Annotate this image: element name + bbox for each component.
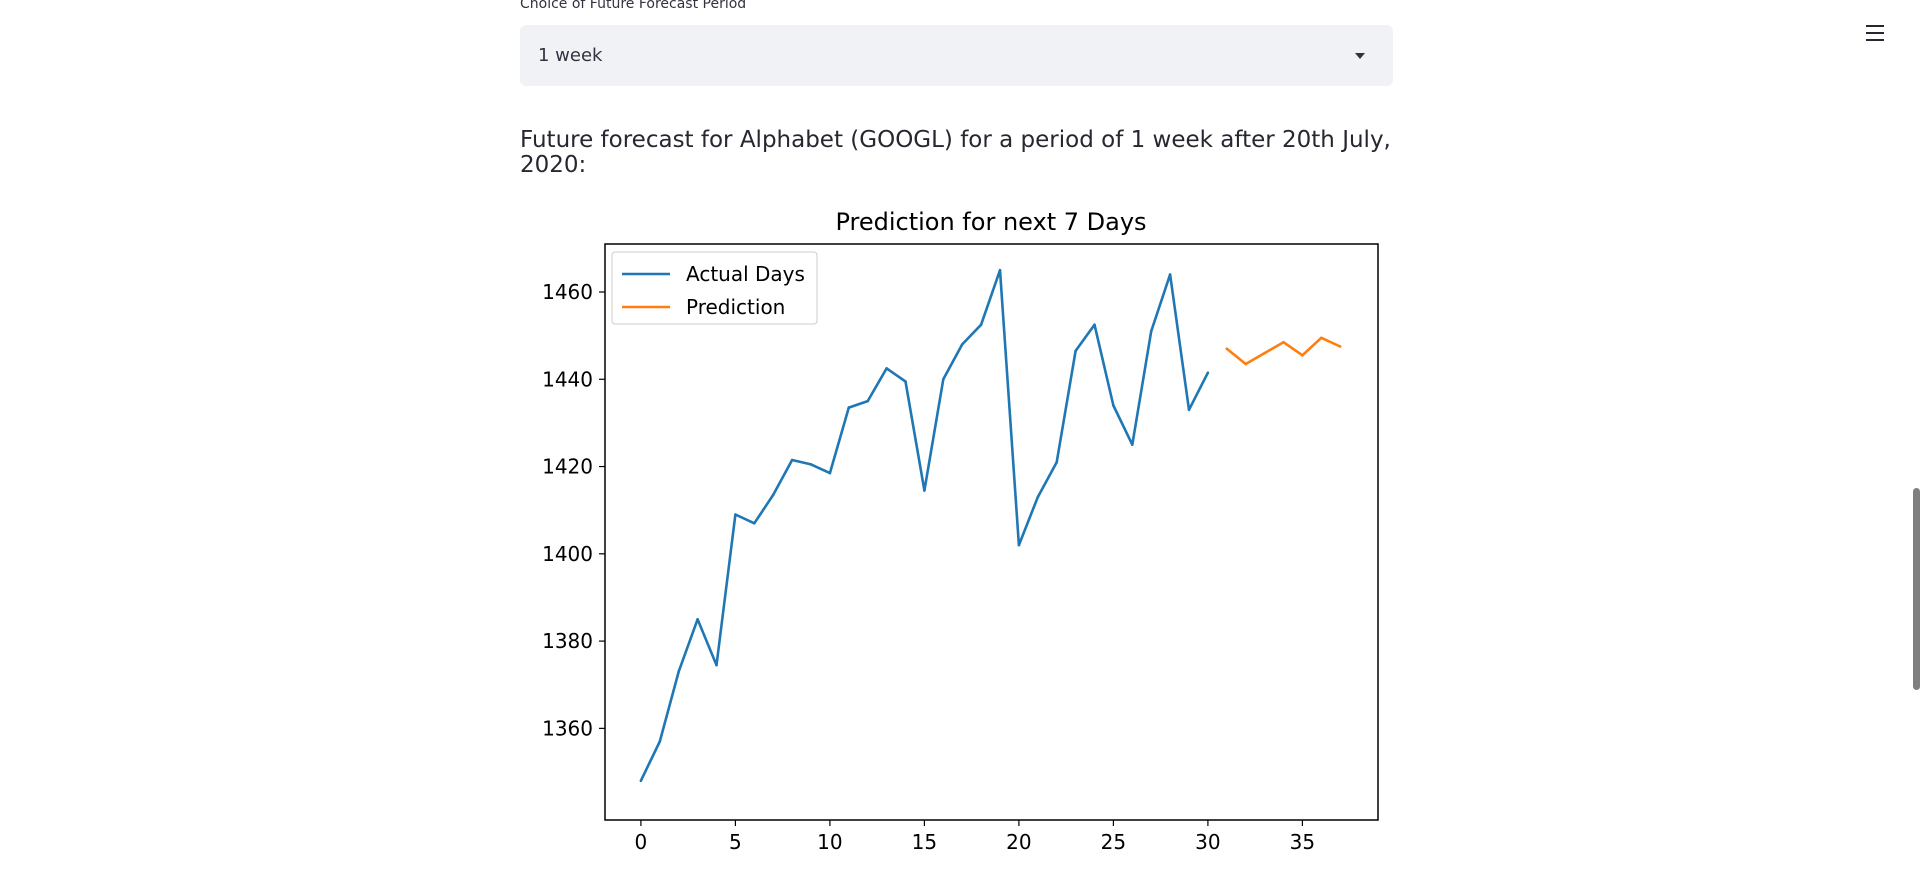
data-point-actual-days [1074, 349, 1077, 353]
data-point-actual-days [866, 399, 869, 403]
scrollbar-thumb[interactable] [1913, 488, 1920, 690]
chevron-down-icon [1355, 53, 1365, 59]
x-tick-label: 30 [1195, 830, 1220, 854]
data-point-actual-days [1168, 273, 1172, 276]
x-tick-label: 35 [1290, 830, 1315, 854]
data-point-actual-days [847, 406, 851, 409]
data-point-actual-days [1187, 408, 1191, 412]
data-point-actual-days [790, 458, 794, 462]
y-tick-label: 1360 [542, 716, 593, 740]
data-point-actual-days [979, 323, 983, 326]
series-line-actual-days [639, 268, 1210, 782]
y-tick-label: 1460 [542, 280, 593, 304]
data-point-actual-days [1206, 371, 1210, 374]
data-point-actual-days [923, 489, 926, 492]
data-point-actual-days [1017, 543, 1021, 547]
x-tick-label: 10 [817, 830, 842, 854]
x-tick-label: 20 [1006, 830, 1031, 854]
data-point-prediction [1263, 351, 1266, 355]
data-point-prediction [1225, 347, 1229, 350]
data-point-actual-days [639, 779, 643, 782]
forecast-period-label: Choice of Future Forecast Period [520, 0, 747, 12]
x-tick-label: 15 [912, 830, 937, 854]
data-point-actual-days [942, 378, 945, 381]
data-point-prediction [1282, 340, 1285, 344]
data-point-actual-days [904, 380, 907, 383]
data-point-actual-days [1036, 495, 1040, 499]
x-tick-label: 0 [635, 830, 648, 854]
forecast-period-select[interactable]: 1 week [520, 25, 1393, 86]
hamburger-icon[interactable] [1862, 20, 1888, 46]
data-point-actual-days [1093, 323, 1096, 326]
data-point-actual-days [828, 471, 832, 475]
data-point-actual-days [771, 493, 775, 497]
y-tick-label: 1400 [542, 542, 593, 566]
y-tick-label: 1380 [542, 629, 593, 653]
data-point-actual-days [677, 670, 680, 673]
y-tick-label: 1420 [542, 455, 593, 479]
data-point-actual-days [753, 522, 756, 525]
data-point-actual-days [1112, 404, 1115, 407]
data-point-actual-days [1131, 443, 1134, 446]
forecast-heading: Future forecast for Alphabet (GOOGL) for… [520, 127, 1391, 178]
data-point-actual-days [1149, 330, 1153, 333]
data-point-prediction [1301, 354, 1304, 357]
legend-label: Prediction [686, 295, 785, 319]
forecast-period-value: 1 week [538, 45, 603, 66]
data-point-actual-days [696, 618, 699, 621]
chart-title: Prediction for next 7 Days [835, 208, 1146, 236]
data-point-actual-days [658, 740, 662, 743]
scrollbar[interactable] [1910, 0, 1920, 895]
data-point-actual-days [715, 663, 718, 667]
data-point-actual-days [734, 513, 737, 516]
data-point-actual-days [809, 463, 813, 466]
plot-frame [604, 243, 1379, 821]
x-tick-label: 5 [729, 830, 742, 854]
legend-label: Actual Days [686, 262, 805, 286]
data-point-actual-days [998, 268, 1002, 272]
x-tick-label: 25 [1101, 830, 1126, 854]
data-point-actual-days [885, 367, 888, 370]
data-point-prediction [1320, 336, 1323, 340]
chart-legend: Actual Days Prediction [611, 251, 818, 325]
forecast-chart: Prediction for next 7 Days 0 5 10 15 20 25 30 3… [542, 208, 1379, 854]
data-point-prediction [1244, 362, 1247, 366]
data-point-actual-days [1055, 460, 1058, 464]
data-point-prediction [1338, 345, 1342, 348]
y-tick-label: 1440 [542, 367, 593, 391]
data-point-actual-days [960, 343, 964, 346]
